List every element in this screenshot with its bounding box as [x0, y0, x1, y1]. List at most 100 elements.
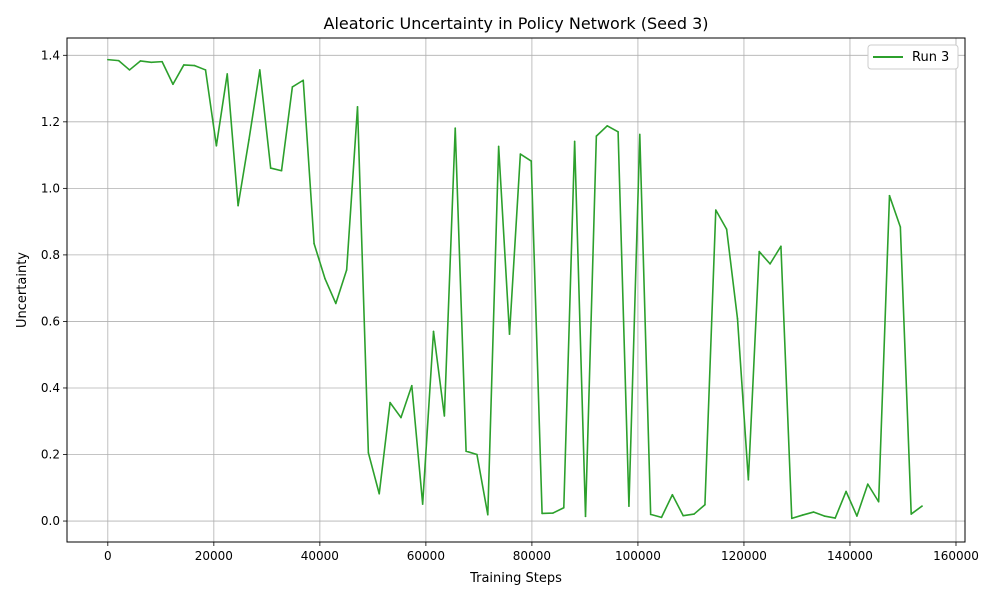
x-tick-label: 160000 [933, 549, 979, 563]
data-point [432, 330, 435, 333]
data-point [367, 452, 370, 454]
data-point [193, 64, 196, 67]
data-point [215, 144, 218, 147]
data-point [649, 513, 652, 516]
x-tick-label: 40000 [301, 549, 339, 563]
data-point [248, 138, 250, 141]
x-tick-label: 120000 [721, 549, 767, 563]
data-point [573, 140, 576, 143]
x-tick-label: 0 [104, 549, 112, 563]
data-point [313, 242, 315, 245]
series-line-run-3 [107, 58, 923, 520]
data-point [465, 450, 467, 452]
x-axis-ticks: 0 20000 40000 60000 80000 100000 120000 140000 1… [104, 542, 979, 563]
data-point [259, 69, 261, 71]
legend: Run 3 [867, 44, 959, 70]
data-point [183, 64, 185, 66]
data-point [107, 58, 109, 61]
legend-box [867, 44, 959, 70]
data-point [269, 167, 272, 169]
y-tick-label: 0.0 [41, 514, 60, 528]
data-point [519, 153, 522, 155]
data-point [812, 511, 815, 513]
data-point [411, 384, 413, 387]
legend-label-run-3: Run 3 [912, 50, 949, 65]
x-tick-label: 80000 [513, 549, 551, 563]
data-point [541, 512, 543, 515]
data-point [801, 514, 804, 516]
data-point [584, 515, 587, 518]
data-point [335, 302, 337, 305]
data-point [693, 513, 695, 515]
y-tick-label: 1.4 [41, 48, 60, 62]
x-tick-label: 60000 [407, 549, 445, 563]
data-point [736, 317, 739, 320]
data-point [497, 145, 500, 148]
chart-title: Aleatoric Uncertainty in Policy Network … [324, 14, 709, 33]
data-point [888, 194, 891, 197]
y-tick-label: 0.6 [41, 314, 60, 328]
data-point [790, 517, 793, 520]
grid-lines [67, 38, 965, 542]
data-point [476, 453, 478, 456]
y-tick-label: 0.2 [41, 448, 60, 462]
data-point [226, 73, 229, 75]
data-point [823, 515, 826, 517]
data-point [638, 133, 641, 136]
y-tick-label: 1.2 [41, 115, 60, 129]
data-point [877, 500, 880, 503]
data-point [302, 79, 305, 82]
data-point [834, 517, 837, 519]
data-point [769, 263, 771, 265]
data-point [747, 478, 750, 481]
y-tick-label: 1.0 [41, 181, 60, 195]
data-point [617, 131, 619, 133]
data-point [443, 415, 446, 417]
data-point [866, 483, 869, 485]
data-point [324, 277, 326, 280]
data-point [117, 59, 120, 62]
data-point [704, 503, 706, 506]
x-axis-label: Training Steps [469, 571, 562, 586]
y-axis-label: Uncertainty [15, 252, 30, 328]
data-point [508, 333, 511, 335]
data-point [530, 160, 533, 162]
data-point [725, 228, 728, 231]
data-point [552, 512, 554, 514]
data-point [454, 127, 457, 129]
x-tick-label: 20000 [195, 549, 233, 563]
data-point [486, 513, 489, 516]
data-point [562, 506, 565, 509]
data-point [150, 61, 153, 64]
data-point [291, 86, 294, 88]
data-point [682, 514, 685, 517]
data-point [356, 106, 359, 108]
data-point [204, 69, 207, 71]
x-tick-label: 100000 [615, 549, 661, 563]
series-points [107, 58, 923, 520]
data-point [856, 515, 858, 517]
data-point [899, 226, 902, 228]
data-point [280, 169, 283, 172]
data-point [671, 493, 674, 496]
plot-series [107, 58, 923, 520]
x-tick-label: 140000 [827, 549, 873, 563]
data-point [780, 245, 782, 248]
data-point [714, 209, 717, 211]
data-point [161, 60, 163, 63]
data-point [237, 204, 239, 207]
y-axis-ticks: 0.0 0.2 0.4 0.6 0.8 1.0 1.2 1.4 [41, 48, 67, 528]
data-point [421, 503, 424, 505]
data-point [389, 401, 391, 404]
data-point [628, 505, 630, 507]
data-point [921, 505, 923, 507]
data-point [660, 516, 663, 519]
data-point [758, 250, 761, 253]
data-point [910, 513, 913, 515]
data-point [400, 416, 402, 419]
y-tick-label: 0.8 [41, 248, 60, 262]
data-point [606, 125, 609, 127]
data-point [345, 269, 348, 271]
